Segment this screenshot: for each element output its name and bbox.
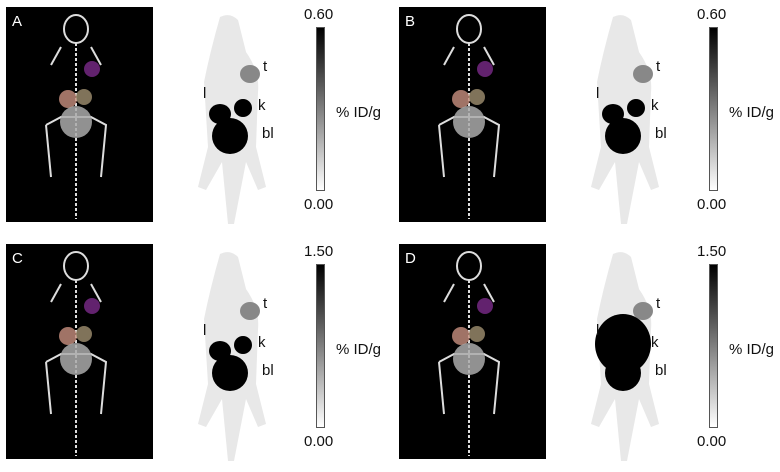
- label-tumor: t: [656, 295, 661, 312]
- panel-a: A t l k bl 0.60 0.00 % ID/g: [0, 0, 390, 235]
- colorbar: [709, 264, 718, 428]
- pet-image: [591, 15, 659, 224]
- panel-letter: B: [405, 13, 416, 30]
- pet-ct-fused-image: C: [6, 244, 153, 459]
- colorbar-max: 1.50: [304, 243, 334, 260]
- colorbar-unit: % ID/g: [729, 104, 775, 121]
- label-kidney: k: [258, 334, 266, 351]
- panel-letter: A: [12, 13, 23, 30]
- label-bladder: bl: [262, 362, 274, 379]
- panel-c: C t l k bl 1.50 0.00 % ID/g: [0, 237, 390, 472]
- colorbar: [316, 27, 325, 191]
- panel-letter: D: [405, 250, 416, 267]
- label-tumor: t: [656, 58, 661, 75]
- colorbar-unit: % ID/g: [336, 341, 382, 358]
- colorbar-max: 0.60: [697, 6, 727, 23]
- colorbar: [316, 264, 325, 428]
- panel-b: B t l k bl 0.60 0.00 % ID/g: [393, 0, 780, 235]
- label-tumor: t: [263, 295, 268, 312]
- panel-letter: C: [12, 250, 23, 267]
- colorbar: [709, 27, 718, 191]
- label-liver: l: [596, 322, 600, 339]
- panel-d: D t l k bl 1.50 0.00 % ID/g: [393, 237, 780, 472]
- label-bladder: bl: [262, 125, 274, 142]
- colorbar-min: 0.00: [697, 196, 727, 213]
- colorbar-unit: % ID/g: [729, 341, 775, 358]
- label-liver: l: [203, 322, 207, 339]
- colorbar-max: 1.50: [697, 243, 727, 260]
- pet-image: [591, 252, 659, 461]
- label-kidney: k: [651, 97, 659, 114]
- pet-ct-fused-image: A: [6, 7, 153, 222]
- label-liver: l: [203, 85, 207, 102]
- label-bladder: bl: [655, 125, 667, 142]
- colorbar-min: 0.00: [304, 196, 334, 213]
- label-kidney: k: [651, 334, 659, 351]
- pet-ct-fused-image: B: [399, 7, 546, 222]
- pet-ct-fused-image: D: [399, 244, 546, 459]
- colorbar-max: 0.60: [304, 6, 334, 23]
- label-bladder: bl: [655, 362, 667, 379]
- colorbar-unit: % ID/g: [336, 104, 382, 121]
- label-kidney: k: [258, 97, 266, 114]
- pet-image: [198, 15, 266, 224]
- label-tumor: t: [263, 58, 268, 75]
- label-liver: l: [596, 85, 600, 102]
- pet-image: [198, 252, 266, 461]
- colorbar-min: 0.00: [304, 433, 334, 450]
- colorbar-min: 0.00: [697, 433, 727, 450]
